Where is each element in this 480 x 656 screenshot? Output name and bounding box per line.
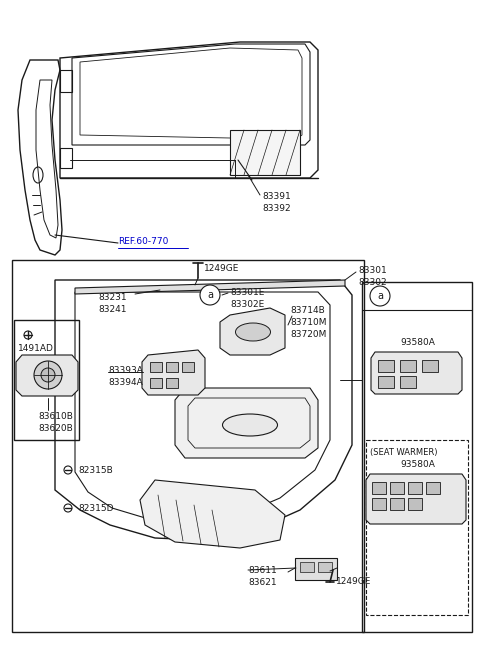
Circle shape xyxy=(64,504,72,512)
Text: 83302: 83302 xyxy=(358,278,386,287)
Text: 82315B: 82315B xyxy=(78,466,113,475)
Polygon shape xyxy=(175,388,318,458)
Circle shape xyxy=(34,361,62,389)
Ellipse shape xyxy=(236,323,271,341)
Polygon shape xyxy=(142,350,205,395)
Text: REF.60-770: REF.60-770 xyxy=(118,237,168,246)
Polygon shape xyxy=(220,308,285,355)
Bar xyxy=(426,482,440,494)
Polygon shape xyxy=(371,352,462,394)
Text: 83720M: 83720M xyxy=(290,330,326,339)
Bar xyxy=(400,376,416,388)
Text: 83301: 83301 xyxy=(358,266,387,275)
Bar xyxy=(372,482,386,494)
Text: 83610B: 83610B xyxy=(38,412,73,421)
Bar xyxy=(166,378,178,388)
Text: 83231: 83231 xyxy=(98,293,127,302)
Text: a: a xyxy=(377,291,383,301)
Bar xyxy=(400,360,416,372)
Text: 1249GE: 1249GE xyxy=(204,264,240,273)
Bar xyxy=(166,362,178,372)
Bar xyxy=(372,498,386,510)
Text: 83620B: 83620B xyxy=(38,424,73,433)
Bar xyxy=(318,562,332,572)
Bar xyxy=(60,70,72,92)
Bar xyxy=(362,282,472,632)
Polygon shape xyxy=(75,280,345,294)
Text: 83710M: 83710M xyxy=(290,318,326,327)
Bar xyxy=(12,260,364,632)
Bar xyxy=(150,362,162,372)
Bar xyxy=(230,130,300,175)
Text: 82315D: 82315D xyxy=(78,504,113,513)
Bar xyxy=(408,482,422,494)
Text: 83392: 83392 xyxy=(262,204,290,213)
Text: 83393A: 83393A xyxy=(108,366,143,375)
Text: 83611: 83611 xyxy=(248,566,277,575)
Polygon shape xyxy=(140,480,285,548)
Text: 83394A: 83394A xyxy=(108,378,143,387)
Text: 83714B: 83714B xyxy=(290,306,325,315)
Bar xyxy=(378,376,394,388)
Text: 1249GE: 1249GE xyxy=(336,577,372,586)
Text: a: a xyxy=(207,290,213,300)
Bar xyxy=(390,482,404,494)
Bar xyxy=(182,362,194,372)
Circle shape xyxy=(370,286,390,306)
Ellipse shape xyxy=(223,414,277,436)
Bar xyxy=(300,562,314,572)
Bar xyxy=(295,558,337,580)
Circle shape xyxy=(64,466,72,474)
Circle shape xyxy=(24,331,32,339)
Bar xyxy=(60,148,72,168)
Polygon shape xyxy=(366,474,466,524)
Text: 93580A: 93580A xyxy=(400,460,435,469)
Bar xyxy=(150,378,162,388)
Bar xyxy=(378,360,394,372)
Bar xyxy=(390,498,404,510)
Bar xyxy=(366,440,468,615)
Bar xyxy=(14,320,79,440)
Text: 93580A: 93580A xyxy=(400,338,435,347)
Text: 1491AD: 1491AD xyxy=(18,344,54,353)
Text: 83302E: 83302E xyxy=(230,300,264,309)
Circle shape xyxy=(200,285,220,305)
Bar xyxy=(408,498,422,510)
Bar xyxy=(422,360,438,372)
Text: 83301E: 83301E xyxy=(230,288,264,297)
Text: 83241: 83241 xyxy=(98,305,127,314)
Text: (SEAT WARMER): (SEAT WARMER) xyxy=(370,448,437,457)
Text: 83621: 83621 xyxy=(248,578,276,587)
Text: 83391: 83391 xyxy=(262,192,291,201)
Circle shape xyxy=(41,368,55,382)
Polygon shape xyxy=(16,355,78,396)
